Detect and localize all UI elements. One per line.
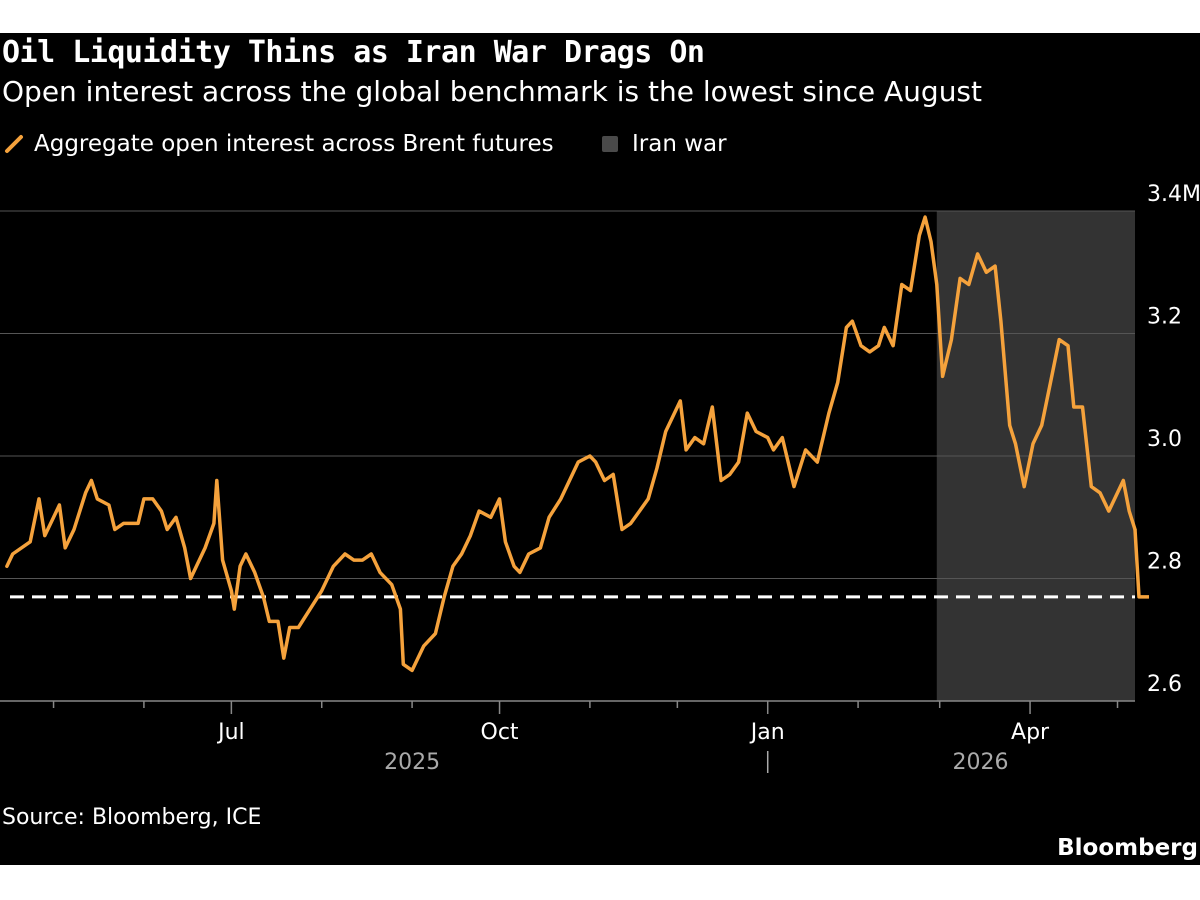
x-tick-label: Apr [1011, 720, 1050, 745]
source-note: Source: Bloomberg, ICE [2, 805, 262, 830]
y-tick-label: 3.0 [1147, 427, 1182, 452]
legend-item-series: Aggregate open interest across Brent fut… [4, 131, 554, 157]
y-tick-label: 2.8 [1147, 550, 1182, 575]
line-chart: 2.6 2.8 3.0 3.2 3.4M Jul Oct Jan Apr 2025 2026 [0, 182, 1200, 775]
series-end-drop [1133, 529, 1149, 599]
y-tick-label: 2.6 [1147, 672, 1182, 697]
x-tick-label: Jan [749, 720, 785, 745]
chart-frame: Oil Liquidity Thins as Iran War Drags On… [0, 33, 1200, 865]
year-label: 2026 [953, 750, 1009, 775]
y-tick-label: 3.4M [1147, 182, 1200, 207]
legend-series-label: Aggregate open interest across Brent fut… [34, 131, 554, 157]
brand-logo: Bloomberg [1057, 835, 1198, 861]
series-line-open-interest [5, 215, 1137, 673]
chart-subtitle: Open interest across the global benchmar… [2, 75, 982, 108]
x-tick-label: Jul [216, 720, 245, 745]
y-tick-label: 3.2 [1147, 305, 1182, 330]
legend-shade-label: Iran war [632, 131, 727, 157]
shade-swatch-icon [602, 136, 618, 152]
year-label: 2025 [384, 750, 440, 775]
chart-title: Oil Liquidity Thins as Iran War Drags On [2, 35, 705, 70]
line-swatch-icon [5, 135, 23, 153]
legend-item-shade: Iran war [602, 131, 727, 157]
x-tick-label: Oct [481, 720, 519, 745]
